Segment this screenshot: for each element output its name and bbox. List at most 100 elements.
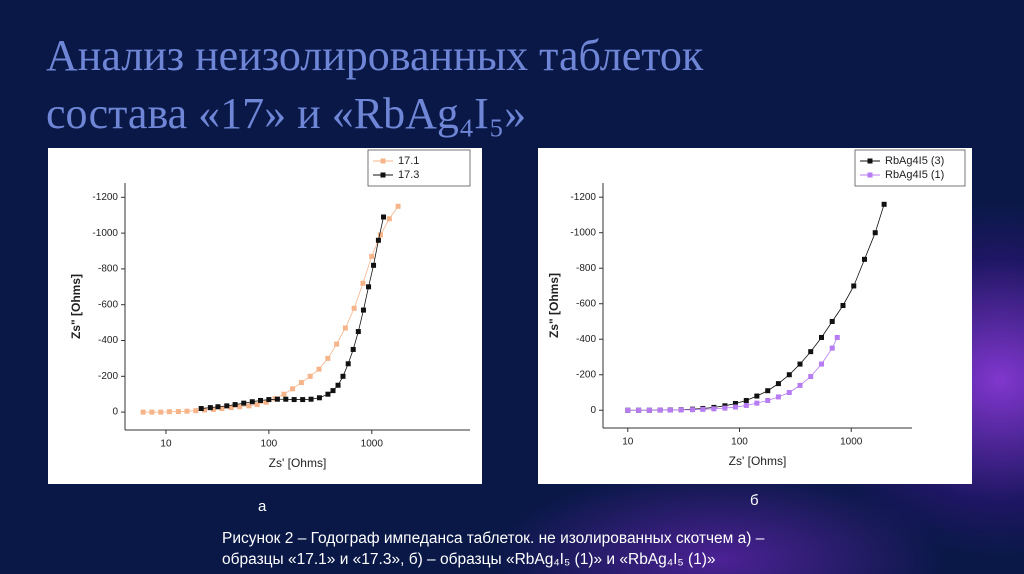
- legend-marker: [380, 172, 386, 178]
- data-point: [316, 366, 322, 372]
- data-point: [325, 391, 331, 397]
- data-point: [298, 380, 304, 386]
- x-tick-label: 100: [731, 437, 748, 448]
- data-point: [657, 407, 663, 413]
- data-point: [300, 397, 306, 403]
- data-point: [754, 400, 760, 406]
- y-tick-label: -400: [576, 334, 596, 345]
- legend-label: 17.3: [398, 169, 419, 181]
- data-point: [381, 214, 387, 220]
- series-line: [627, 204, 885, 411]
- data-point: [765, 388, 771, 394]
- data-point: [786, 389, 792, 395]
- legend-marker: [867, 158, 873, 164]
- data-point: [775, 381, 781, 387]
- data-point: [355, 329, 361, 335]
- data-point: [636, 407, 642, 413]
- slide-title: состава «17» и «RbAg₄I₅»: [46, 89, 527, 138]
- data-point: [219, 406, 225, 412]
- data-point: [340, 373, 346, 379]
- data-point: [237, 404, 243, 410]
- slide-title: Анализ неизолированных таблеток: [46, 31, 704, 80]
- y-tick-label: -1000: [570, 227, 596, 238]
- chart: 0 -200 -400 -600 -800 -1000 -1200 10 100 1000 Zs' …: [538, 148, 972, 484]
- x-axis-label: Zs' [Ohms]: [729, 454, 787, 468]
- legend-label: RbAg4I5 (3): [885, 155, 944, 167]
- data-point: [667, 407, 673, 413]
- data-point: [377, 232, 383, 238]
- y-axis-label: Zs" [Ohms]: [69, 274, 83, 339]
- data-point: [350, 346, 356, 352]
- y-tick-label: -800: [576, 263, 596, 274]
- data-point: [274, 396, 280, 402]
- data-point: [862, 256, 868, 262]
- x-tick-label: 1000: [361, 439, 384, 450]
- y-tick-label: -1200: [570, 192, 596, 203]
- data-point: [249, 399, 255, 405]
- data-point: [872, 230, 878, 236]
- y-tick-label: -1200: [92, 192, 118, 203]
- legend-marker: [380, 158, 386, 164]
- data-point: [175, 409, 181, 415]
- data-point: [786, 372, 792, 378]
- data-point: [330, 388, 336, 394]
- data-point: [840, 303, 846, 308]
- panel-label: а: [258, 498, 267, 515]
- y-tick-label: 0: [112, 407, 118, 418]
- data-point: [228, 405, 234, 411]
- data-point: [232, 402, 238, 408]
- legend-label: 17.1: [398, 155, 419, 167]
- data-point: [834, 334, 840, 340]
- data-point: [732, 404, 738, 410]
- series-line: [143, 206, 399, 413]
- data-point: [241, 400, 247, 406]
- y-tick-label: -400: [98, 335, 118, 346]
- data-point: [335, 382, 341, 388]
- data-point: [395, 203, 401, 209]
- data-point: [829, 318, 835, 324]
- data-point: [193, 408, 199, 414]
- data-point: [775, 394, 781, 400]
- data-point: [369, 253, 375, 259]
- y-tick-label: -600: [576, 298, 596, 309]
- legend-label: RbAg4I5 (1): [885, 169, 944, 181]
- data-point: [202, 407, 208, 413]
- data-point: [308, 396, 314, 402]
- data-point: [711, 406, 717, 412]
- data-point: [290, 386, 296, 392]
- data-point: [646, 407, 652, 413]
- data-point: [307, 373, 313, 379]
- data-point: [360, 307, 366, 313]
- data-point: [754, 393, 760, 399]
- series-line: [627, 337, 838, 411]
- data-point: [371, 262, 377, 268]
- data-point: [851, 283, 857, 289]
- data-point: [797, 361, 803, 367]
- y-tick-label: -1000: [92, 228, 118, 239]
- y-tick-label: -200: [576, 369, 596, 380]
- data-point: [375, 237, 381, 243]
- x-tick-label: 10: [160, 439, 172, 450]
- x-tick-label: 10: [622, 437, 634, 448]
- data-point: [808, 374, 814, 380]
- data-point: [345, 361, 351, 367]
- data-point: [351, 305, 357, 311]
- data-point: [819, 334, 825, 340]
- data-point: [215, 404, 221, 410]
- data-point: [625, 407, 631, 413]
- data-point: [360, 280, 366, 286]
- data-point: [291, 397, 297, 403]
- y-axis-label: Zs" [Ohms]: [547, 273, 561, 338]
- data-point: [158, 409, 164, 415]
- data-point: [334, 341, 340, 347]
- data-point: [263, 399, 269, 405]
- data-point: [198, 406, 204, 412]
- data-point: [881, 201, 887, 207]
- data-point: [316, 395, 322, 401]
- data-point: [678, 407, 684, 413]
- y-tick-label: -200: [98, 371, 118, 382]
- chart: 0 -200 -400 -600 -800 -1000 -1200 10 100 1000 Zs' …: [48, 148, 482, 484]
- data-point: [700, 406, 706, 412]
- data-point: [140, 409, 146, 415]
